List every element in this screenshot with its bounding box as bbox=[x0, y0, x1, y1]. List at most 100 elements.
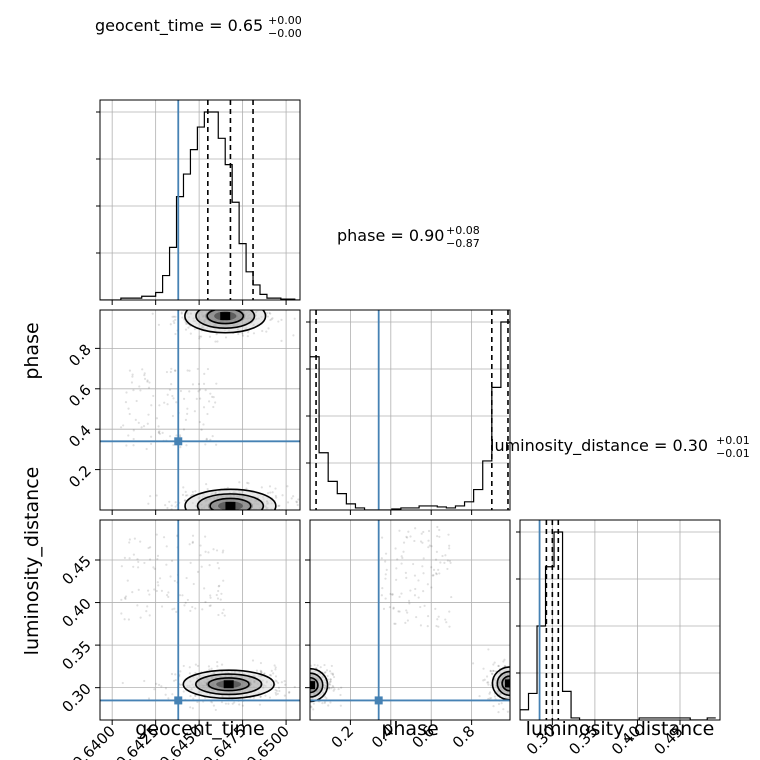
scatter-point bbox=[225, 517, 227, 519]
scatter-point bbox=[277, 686, 281, 689]
scatter-point bbox=[307, 672, 309, 674]
scatter-point bbox=[516, 695, 518, 697]
scatter-point bbox=[152, 394, 155, 398]
scatter-point bbox=[169, 370, 172, 374]
scatter-point bbox=[500, 702, 503, 705]
scatter-point bbox=[252, 696, 255, 699]
scatter-point bbox=[233, 701, 236, 704]
scatter-point bbox=[206, 367, 210, 371]
scatter-point bbox=[212, 548, 215, 551]
contour-1-0 bbox=[184, 488, 277, 510]
scatter-point bbox=[198, 337, 201, 340]
scatter-point bbox=[171, 414, 175, 418]
scatter-point bbox=[513, 688, 515, 690]
scatter-point bbox=[329, 701, 332, 704]
scatter-point bbox=[221, 514, 223, 516]
scatter-point bbox=[206, 487, 209, 491]
scatter-point bbox=[292, 694, 294, 696]
scatter-point bbox=[306, 675, 308, 677]
scatter-point bbox=[524, 685, 526, 687]
scatter-point bbox=[304, 689, 306, 691]
scatter-point bbox=[305, 679, 307, 681]
scatter-point bbox=[209, 392, 212, 395]
scatter-point bbox=[305, 693, 307, 695]
scatter-point bbox=[521, 682, 523, 684]
scatter-point bbox=[516, 674, 518, 676]
scatter-point bbox=[241, 704, 245, 707]
ylabel-luminosity-distance: luminosity_distance bbox=[21, 467, 43, 656]
scatter-point bbox=[310, 706, 313, 709]
scatter-point bbox=[238, 511, 240, 513]
scatter-point bbox=[211, 395, 214, 398]
scatter-point bbox=[384, 560, 387, 563]
scatter-point bbox=[179, 446, 182, 449]
scatter-point bbox=[307, 693, 309, 695]
scatter-point bbox=[224, 305, 226, 307]
scatter-point bbox=[434, 572, 438, 575]
scatter-point bbox=[514, 700, 516, 702]
scatter-point bbox=[237, 510, 239, 512]
scatter-point bbox=[223, 307, 225, 309]
scatter-point bbox=[166, 506, 169, 510]
scatter-point bbox=[137, 421, 140, 424]
scatter-point bbox=[239, 517, 241, 519]
scatter-point bbox=[395, 567, 398, 570]
scatter-point bbox=[198, 347, 201, 351]
scatter-point bbox=[300, 680, 302, 682]
scatter-point bbox=[204, 443, 207, 446]
scatter-point bbox=[293, 683, 295, 685]
scatter-point bbox=[293, 702, 295, 704]
scatter-point bbox=[297, 696, 299, 698]
scatter-point bbox=[147, 546, 150, 550]
scatter-point bbox=[179, 683, 182, 686]
scatter-point bbox=[423, 604, 426, 607]
scatter-point bbox=[273, 512, 275, 514]
scatter-point bbox=[189, 561, 192, 564]
scatter-point bbox=[215, 513, 217, 515]
scatter-point bbox=[394, 547, 397, 550]
scatter-point bbox=[224, 521, 226, 523]
scatter-point bbox=[170, 383, 173, 386]
scatter-point bbox=[269, 491, 272, 494]
scatter-point bbox=[174, 673, 177, 676]
scatter-point bbox=[301, 686, 303, 688]
scatter-point bbox=[523, 697, 525, 699]
scatter-point bbox=[506, 710, 509, 713]
scatter-point bbox=[533, 680, 535, 682]
scatter-point bbox=[305, 684, 307, 686]
scatter-point bbox=[215, 443, 218, 446]
scatter-point bbox=[165, 370, 169, 374]
scatter-point bbox=[246, 303, 248, 305]
scatter-point bbox=[178, 594, 182, 597]
scatter-point bbox=[446, 559, 449, 562]
scatter-point bbox=[304, 694, 306, 696]
scatter-point bbox=[516, 686, 518, 688]
scatter-point bbox=[207, 665, 211, 668]
scatter-point bbox=[502, 660, 505, 663]
scatter-point bbox=[216, 561, 219, 565]
scatter-point bbox=[437, 568, 440, 571]
scatter-point bbox=[191, 540, 194, 544]
scatter-point bbox=[267, 327, 270, 330]
scatter-point bbox=[274, 691, 277, 694]
title-phase-minus: −0.87 bbox=[446, 237, 480, 250]
scatter-point bbox=[206, 306, 208, 308]
scatter-point bbox=[269, 318, 272, 322]
scatter-point bbox=[249, 302, 251, 304]
scatter-point bbox=[223, 517, 225, 519]
scatter-point bbox=[421, 541, 424, 544]
scatter-point bbox=[214, 340, 217, 343]
xtick-label-phase-0: 0.2 bbox=[328, 722, 358, 752]
scatter-point bbox=[131, 375, 134, 378]
scatter-point bbox=[217, 589, 220, 593]
scatter-point bbox=[406, 619, 409, 622]
scatter-point bbox=[148, 614, 151, 617]
scatter-point bbox=[189, 706, 192, 709]
scatter-point bbox=[222, 307, 224, 309]
scatter-point bbox=[196, 570, 200, 574]
scatter-point bbox=[255, 515, 257, 517]
scatter-point bbox=[216, 660, 219, 664]
scatter-point bbox=[318, 497, 320, 499]
scatter-point bbox=[277, 681, 280, 685]
truth-marker bbox=[374, 696, 383, 705]
